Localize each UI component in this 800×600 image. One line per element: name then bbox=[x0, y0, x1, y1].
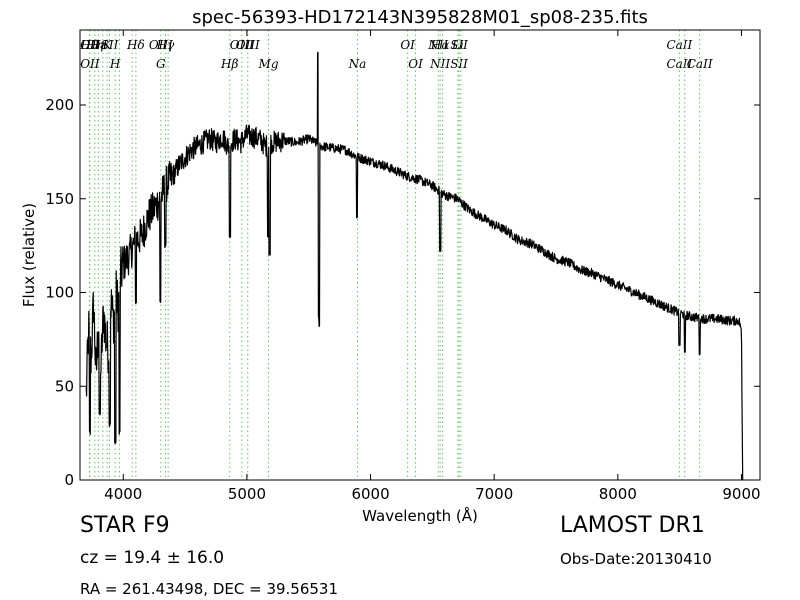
line-marker-top-label-27: CaII bbox=[666, 38, 692, 52]
line-marker-bottom-label-17: Mg bbox=[258, 57, 279, 71]
y-tick-label-3: 150 bbox=[45, 190, 74, 208]
spectrum-line-0 bbox=[85, 51, 744, 481]
line-marker-bottom-label-29: CaII bbox=[687, 57, 713, 71]
y-tick-label-1: 50 bbox=[55, 377, 74, 395]
x-tick-label-0: 4000 bbox=[104, 485, 142, 503]
line-marker-bottom-label-11: G bbox=[156, 57, 166, 71]
x-tick-label-1: 5000 bbox=[228, 485, 266, 503]
series-group bbox=[85, 51, 744, 481]
ra-dec: RA = 261.43498, DEC = 39.56531 bbox=[80, 580, 339, 598]
line-marker-bottom-label-18: Na bbox=[348, 57, 367, 71]
observation-date: Obs-Date:20130410 bbox=[560, 550, 712, 568]
x-axis-label: Wavelength (Å) bbox=[362, 506, 478, 525]
y-tick-label-0: 0 bbox=[64, 471, 74, 489]
line-marker-bottom-label-20: OI bbox=[408, 57, 423, 71]
survey-name: LAMOST DR1 bbox=[560, 513, 705, 538]
line-marker-top-label-21: NII bbox=[427, 38, 448, 52]
line-marker-top-label-16: OIII bbox=[236, 38, 260, 52]
x-tick-label-3: 7000 bbox=[475, 485, 513, 503]
chart-title: spec-56393-HD172143N395828M01_sp08-235.f… bbox=[192, 7, 648, 28]
line-marker-top-label-11: OIII bbox=[149, 38, 173, 52]
line-marker-top-label-25: SII bbox=[450, 38, 468, 52]
line-marker-bottom-label-27: CaII bbox=[666, 57, 692, 71]
x-tick-label-2: 6000 bbox=[351, 485, 389, 503]
line-marker-top-label-6: SII bbox=[101, 38, 119, 52]
redshift-cz: cz = 19.4 ± 16.0 bbox=[80, 548, 225, 568]
plot-frame bbox=[79, 29, 761, 481]
y-axis-label: Flux (relative) bbox=[20, 203, 38, 307]
axes-group: 4000 5000 6000 7000 8000 9000 0 50 100 150 200 bbox=[45, 30, 761, 503]
line-marker-top-label-3: Hε bbox=[89, 38, 107, 52]
line-marker-top-label-22: Hα bbox=[430, 38, 450, 52]
x-tick-label-5: 9000 bbox=[722, 485, 760, 503]
object-class: STAR F9 bbox=[80, 513, 170, 538]
line-marker-bottom-label-14: Hβ bbox=[220, 57, 238, 71]
line-marker-top-label-5: K bbox=[102, 38, 113, 52]
line-marker-bottom-label-7: H bbox=[109, 57, 121, 71]
line-marker-top-label-2: Hη bbox=[85, 38, 104, 52]
line-marker-bottom-label-1: OII bbox=[80, 57, 100, 71]
x-tick-label-4: 8000 bbox=[599, 485, 637, 503]
line-marker-top-label-12: Hγ bbox=[156, 38, 175, 52]
line-marker-bottom-label-25: SII bbox=[450, 57, 468, 71]
line-marker-bottom-label-22: NII bbox=[429, 57, 450, 71]
y-tick-label-2: 100 bbox=[45, 284, 74, 302]
y-tick-label-4: 200 bbox=[45, 96, 74, 114]
line-marker-top-label-10: Hδ bbox=[126, 38, 145, 52]
line-marker-top-label-19: OI bbox=[400, 38, 415, 52]
